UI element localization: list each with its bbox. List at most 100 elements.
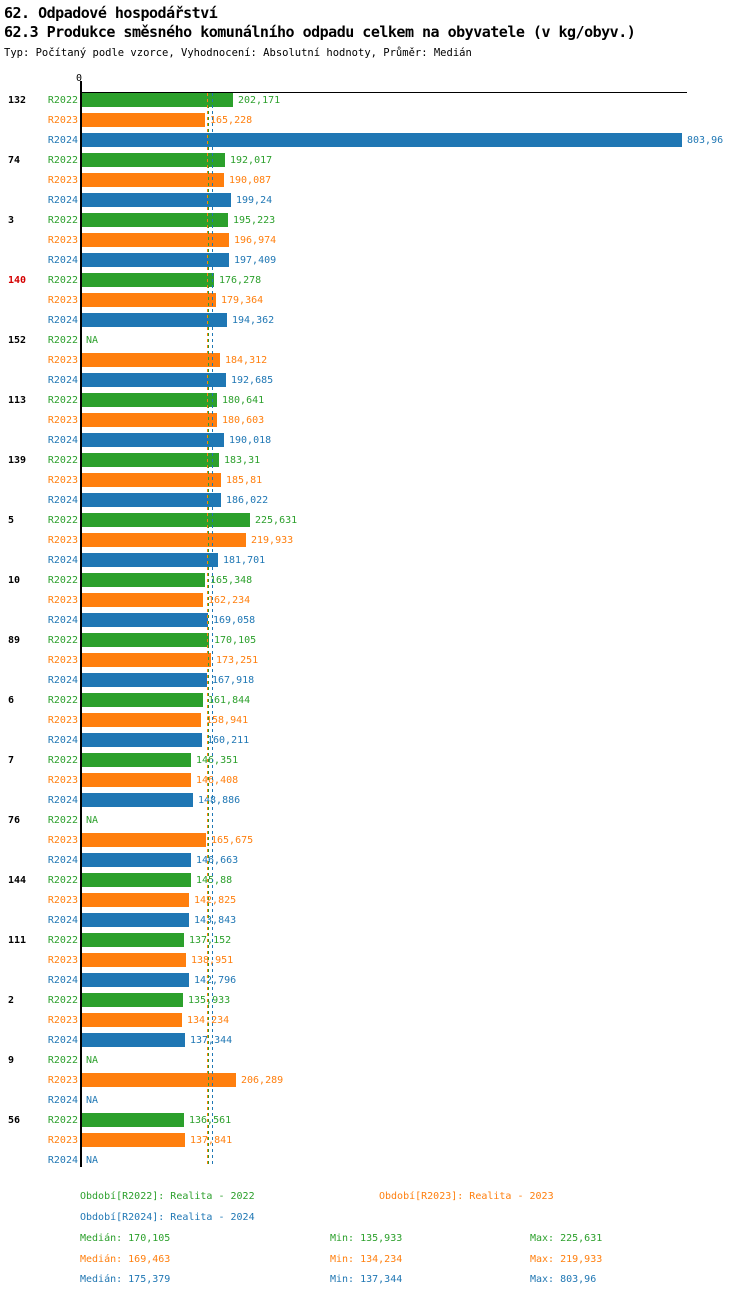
row-label-r2024: R2024: [47, 195, 78, 206]
bar-value-label: 180,641: [222, 395, 265, 406]
bar-r2024-group-89: [82, 673, 207, 687]
bar-r2024-group-140: [82, 313, 227, 327]
bar-value-label: 202,171: [238, 95, 281, 106]
bar-r2023-group-10: [82, 593, 203, 607]
bar-r2023-group-111: [82, 953, 186, 967]
x-axis-line: [80, 92, 687, 93]
bar-value-label: 185,81: [226, 475, 263, 486]
legend-max-r2022: Max: 225,631: [530, 1233, 603, 1244]
bar-r2023-group-89: [82, 653, 211, 667]
bar-r2022-group-56: [82, 1113, 184, 1127]
bar-value-label: 192,017: [230, 155, 273, 166]
bar-value-label: 199,24: [236, 195, 273, 206]
bar-value-label: 143,843: [194, 915, 237, 926]
group-label-152: 152: [8, 335, 27, 346]
bar-r2023-group-6: [82, 713, 201, 727]
median-line-r2024: [212, 93, 213, 1167]
row-label-r2023: R2023: [47, 535, 78, 546]
row-label-r2022: R2022: [47, 455, 78, 466]
row-label-r2022: R2022: [47, 1055, 78, 1066]
bar-r2022-group-111: [82, 933, 184, 947]
row-label-r2022: R2022: [47, 935, 78, 946]
bar-r2024-group-76: [82, 853, 191, 867]
bar-value-label: 148,886: [198, 795, 241, 806]
legend-median-r2024: Medián: 175,379: [80, 1274, 171, 1285]
bar-r2023-group-2: [82, 1013, 182, 1027]
bar-r2024-group-139: [82, 493, 221, 507]
axis-origin-label: 0: [76, 73, 83, 84]
bar-r2022-group-140: [82, 273, 214, 287]
bar-r2022-group-2: [82, 993, 183, 1007]
bar-r2022-group-139: [82, 453, 219, 467]
legend-period-r2022: Období[R2022]: Realita - 2022: [80, 1191, 255, 1202]
legend-min-r2023: Min: 134,234: [330, 1254, 403, 1265]
bar-value-label: 186,022: [226, 495, 269, 506]
bar-value-label: 197,409: [234, 255, 277, 266]
bar-r2022-group-6: [82, 693, 203, 707]
row-label-r2022: R2022: [47, 335, 78, 346]
group-label-139: 139: [8, 455, 27, 466]
bar-r2024-group-152: [82, 373, 226, 387]
bar-r2022-group-113: [82, 393, 217, 407]
row-label-r2023: R2023: [47, 955, 78, 966]
bar-r2024-group-113: [82, 433, 224, 447]
bar-r2023-group-56: [82, 1133, 185, 1147]
bar-value-label: 135,933: [188, 995, 231, 1006]
row-label-r2022: R2022: [47, 155, 78, 166]
bar-value-label: 145,88: [196, 875, 233, 886]
row-label-r2023: R2023: [47, 715, 78, 726]
row-label-r2022: R2022: [47, 275, 78, 286]
row-label-r2022: R2022: [47, 755, 78, 766]
group-label-6: 6: [8, 695, 15, 706]
bar-value-label: 184,312: [225, 355, 268, 366]
bar-r2022-group-7: [82, 753, 191, 767]
row-label-r2022: R2022: [47, 395, 78, 406]
legend-max-r2023: Max: 219,933: [530, 1254, 603, 1265]
row-label-r2024: R2024: [47, 315, 78, 326]
bar-value-label: 173,251: [216, 655, 259, 666]
row-label-r2022: R2022: [47, 695, 78, 706]
row-label-r2024: R2024: [47, 795, 78, 806]
bar-value-label: 183,31: [224, 455, 261, 466]
bar-r2024-group-10: [82, 613, 208, 627]
group-label-144: 144: [8, 875, 27, 886]
row-label-r2022: R2022: [47, 215, 78, 226]
bar-value-label: 165,348: [210, 575, 253, 586]
row-label-r2023: R2023: [47, 1015, 78, 1026]
bar-r2023-group-9: [82, 1073, 236, 1087]
legend-period-r2023: Období[R2023]: Realita - 2023: [379, 1191, 554, 1202]
bar-chart: 0 132 R2022 202,171 R2023 165,228 R2024 803,96…: [8, 73, 723, 1167]
row-label-r2024: R2024: [47, 555, 78, 566]
group-label-74: 74: [8, 155, 21, 166]
bar-value-label: 162,234: [208, 595, 251, 606]
row-label-r2022: R2022: [47, 1115, 78, 1126]
row-label-r2024: R2024: [47, 1155, 78, 1166]
bar-value-label: 181,701: [223, 555, 266, 566]
bar-value-label: 146,663: [196, 855, 239, 866]
bar-r2022-group-74: [82, 153, 225, 167]
bar-value-label: 146,408: [196, 775, 239, 786]
row-label-r2024: R2024: [47, 915, 78, 926]
bar-r2022-group-144: [82, 873, 191, 887]
group-label-3: 3: [8, 215, 15, 226]
row-label-r2024: R2024: [47, 615, 78, 626]
bar-r2024-group-7: [82, 793, 193, 807]
bar-value-label: 158,941: [206, 715, 249, 726]
na-label: NA: [86, 1155, 99, 1166]
row-label-r2024: R2024: [47, 855, 78, 866]
row-label-r2022: R2022: [47, 95, 78, 106]
bar-value-label: 146,351: [196, 755, 239, 766]
group-label-7: 7: [8, 755, 15, 766]
bar-r2024-group-144: [82, 913, 189, 927]
bar-value-label: 170,105: [214, 635, 257, 646]
row-label-r2023: R2023: [47, 235, 78, 246]
row-label-r2024: R2024: [47, 675, 78, 686]
row-label-r2024: R2024: [47, 735, 78, 746]
bar-r2023-group-144: [82, 893, 189, 907]
row-label-r2022: R2022: [47, 515, 78, 526]
bar-r2022-group-5: [82, 513, 250, 527]
bar-value-label: 190,087: [229, 175, 272, 186]
indicator-title: 62.3 Produkce směsného komunálního odpad…: [4, 23, 636, 41]
bar-value-label: 169,058: [213, 615, 256, 626]
